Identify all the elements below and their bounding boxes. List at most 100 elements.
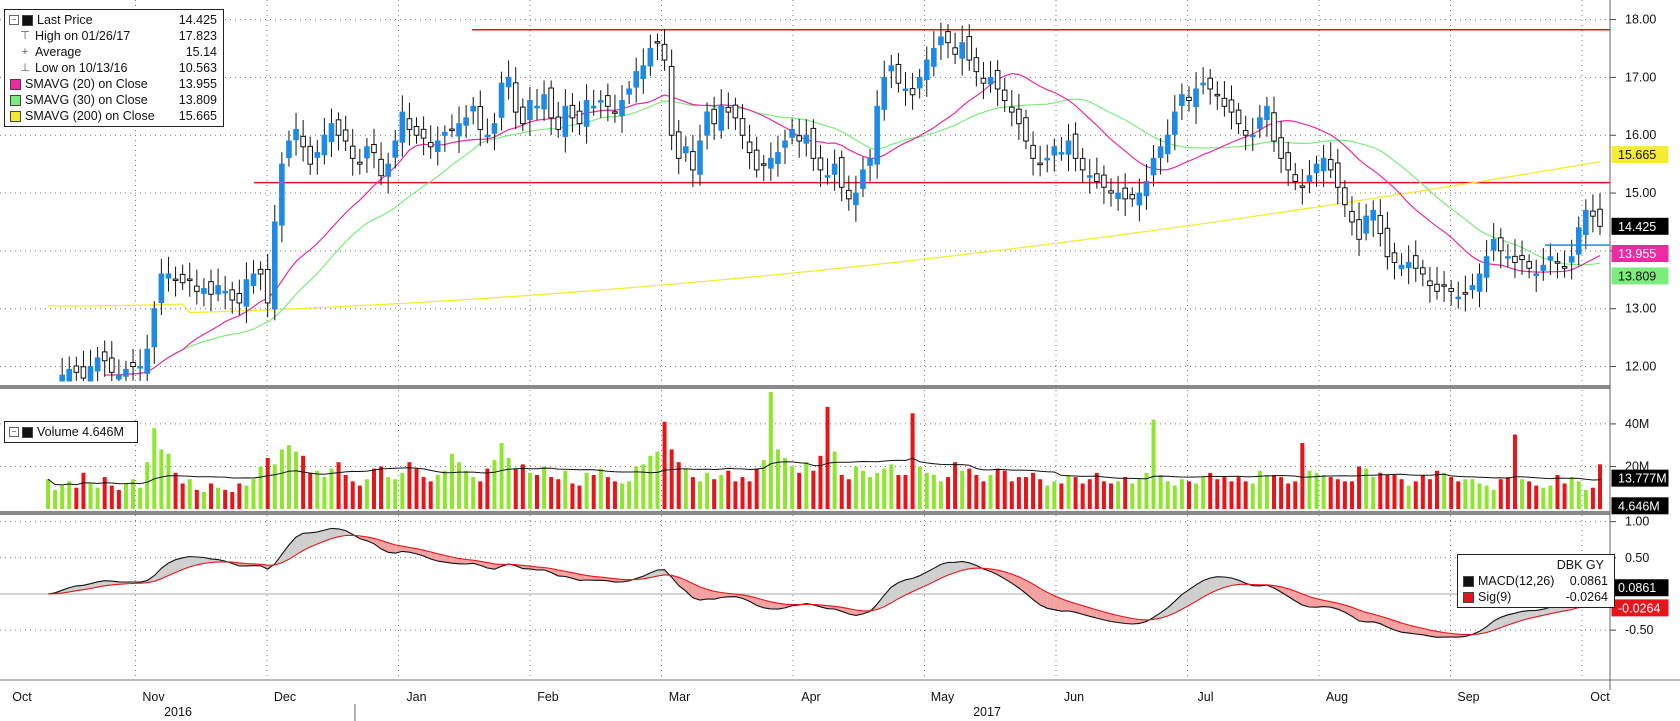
- candle-body: [293, 128, 299, 141]
- volume-bar: [464, 470, 469, 509]
- candle-body: [902, 88, 909, 91]
- candle-body: [1001, 89, 1008, 102]
- volume-bar: [669, 449, 674, 509]
- candle-body: [1554, 261, 1561, 264]
- macd-histogram-fill: [763, 600, 771, 609]
- volume-last-tag-bg: [1611, 497, 1669, 515]
- candle-body: [1476, 273, 1483, 292]
- macd-histogram-fill: [714, 591, 722, 600]
- macd-histogram-fill: [1047, 592, 1055, 610]
- macd-histogram-fill: [1408, 625, 1416, 634]
- legend-row-average: + Average 15.14: [5, 44, 223, 60]
- macd-histogram-fill: [650, 570, 658, 578]
- collapse-icon[interactable]: −: [9, 427, 19, 437]
- month-label: Apr: [801, 690, 820, 704]
- candle-body: [1257, 117, 1263, 129]
- volume-bar: [272, 464, 277, 509]
- candle-body: [1391, 252, 1398, 263]
- volume-bar: [1314, 472, 1319, 509]
- candle-body: [1065, 140, 1072, 155]
- volume-bar: [421, 477, 426, 509]
- candle-body: [1249, 134, 1256, 138]
- candle-body: [172, 278, 179, 282]
- macd-histogram-fill: [884, 587, 892, 607]
- volume-bar: [1378, 472, 1383, 509]
- month-label: Mar: [669, 690, 691, 704]
- candle-body: [987, 76, 994, 85]
- candle-body: [194, 285, 200, 292]
- volume-bar: [1250, 483, 1255, 509]
- collapse-icon[interactable]: −: [9, 15, 19, 25]
- macd-histogram-fill: [742, 594, 750, 602]
- candle-body: [1448, 288, 1454, 292]
- legend-value: 17.823: [178, 29, 217, 43]
- volume-bar: [414, 468, 419, 509]
- price-tick-label: 17.00: [1625, 70, 1656, 84]
- candle-body: [1462, 292, 1469, 295]
- volume-bar: [1505, 477, 1510, 509]
- candle-body: [760, 163, 767, 166]
- volume-bar: [1406, 485, 1411, 509]
- candle-body: [1008, 106, 1015, 113]
- sma30-value-tag-bg: [1611, 267, 1669, 285]
- macd-histogram-fill: [1004, 571, 1012, 584]
- macd-histogram-fill: [1167, 601, 1175, 616]
- volume-label: Volume 4.646M: [37, 425, 124, 439]
- month-label: Nov: [142, 690, 165, 704]
- macd-histogram-fill: [948, 562, 956, 576]
- volume-bar: [1023, 477, 1028, 509]
- macd-histogram-fill: [877, 595, 885, 610]
- macd-histogram-fill: [1422, 628, 1430, 637]
- candle-body: [1427, 280, 1433, 287]
- volume-bar: [1541, 487, 1546, 509]
- candle-body: [597, 100, 604, 103]
- volume-bar: [641, 464, 646, 509]
- volume-bar: [1059, 483, 1064, 509]
- signal-value-tag: -0.0264: [1618, 601, 1660, 615]
- macd-histogram-fill: [1507, 613, 1515, 625]
- candle-body: [1235, 109, 1242, 125]
- volume-bar: [620, 483, 625, 509]
- volume-bar: [1456, 481, 1461, 509]
- candle-body: [612, 111, 618, 114]
- candle-body: [427, 142, 434, 148]
- macd-histogram-fill: [1522, 610, 1530, 621]
- volume-bar: [995, 468, 1000, 509]
- volume-bar: [301, 455, 306, 509]
- month-label: Feb: [537, 690, 559, 704]
- candle-body: [576, 110, 583, 125]
- macd-histogram-fill: [1054, 595, 1062, 612]
- candle-body: [1483, 256, 1490, 278]
- legend-value: 13.955: [178, 77, 217, 91]
- volume-last-tag: 4.646M: [1618, 499, 1660, 513]
- volume-bar: [1123, 477, 1128, 509]
- macd-histogram-fill: [388, 542, 396, 554]
- volume-bar: [832, 451, 837, 509]
- candle-body: [534, 105, 540, 109]
- macd-histogram-fill: [1203, 578, 1211, 598]
- volume-bar: [1158, 474, 1163, 509]
- volume-bar: [1151, 419, 1156, 509]
- volume-bar: [322, 477, 327, 509]
- candle-body: [1405, 261, 1412, 269]
- volume-bar: [1442, 472, 1447, 509]
- volume-bar: [400, 472, 405, 509]
- candle-body: [1370, 209, 1377, 221]
- volume-bar: [131, 479, 136, 509]
- volume-bar: [527, 472, 532, 509]
- volume-swatch-icon: [22, 426, 33, 438]
- macd-histogram-fill: [1061, 598, 1069, 612]
- candle-body: [1179, 94, 1185, 106]
- volume-bar: [201, 491, 206, 509]
- candle-body: [1547, 256, 1554, 261]
- month-label: May: [931, 690, 955, 704]
- candle-body: [123, 368, 129, 377]
- macd-histogram-fill: [912, 575, 920, 592]
- volume-bar: [194, 489, 199, 509]
- macd-histogram-fill: [1011, 574, 1019, 588]
- candle-body: [1285, 152, 1291, 171]
- candle-body: [1313, 163, 1320, 174]
- legend-value: 14.425: [178, 13, 217, 27]
- candle-body: [243, 279, 250, 307]
